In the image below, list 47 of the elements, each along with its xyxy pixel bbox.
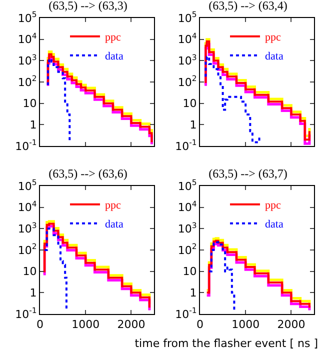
y-tick-label: 10 [182,265,197,278]
y-tick-label: 10$^{5}$ [18,178,37,193]
y-tick-label: 10$^{-1}$ [15,138,37,153]
y-tick-label: 10$^{5}$ [18,10,37,25]
chart-title: (63,5) --> (63,6) [48,166,128,180]
legend-label: ppc [105,32,121,44]
y-tick-label: 10$^{2}$ [178,242,197,257]
y-tick-label: 10$^{2}$ [178,74,197,89]
legend-label: data [265,218,284,231]
legend-label: data [105,50,124,63]
y-tick-label: 10$^{4}$ [178,32,197,46]
y-tick-label: 1 [190,286,197,300]
legend-label: ppc [105,200,121,212]
y-tick-label: 10 [22,265,37,278]
y-tick-label: 10 [182,97,197,110]
x-tick-label: 1000 [72,318,100,332]
chart-title: (63,5) --> (63,7) [208,166,288,180]
y-tick-label: 10$^{-1}$ [175,138,197,153]
y-tick-label: 1 [30,118,37,132]
legend-label: ppc [265,32,281,44]
y-tick-label: 10$^{5}$ [178,10,197,25]
y-tick-label: 10$^{3}$ [18,220,37,236]
legend-label: ppc [265,200,281,212]
y-tick-label: 10$^{3}$ [18,52,37,68]
x-tick-label: 0 [196,318,204,332]
y-tick-label: 10$^{3}$ [178,220,197,236]
y-tick-label: 1 [30,286,37,300]
x-tick-label: 2000 [277,318,306,332]
x-axis-title: time from the flasher event [ ns ] [134,337,318,350]
legend-label: data [265,50,284,63]
y-tick-label: 10 [22,97,37,110]
x-tick-label: 1000 [232,318,260,332]
y-tick-label: 10$^{3}$ [178,52,197,68]
y-tick-label: 10$^{4}$ [178,200,197,214]
x-tick-label: 2000 [117,318,146,332]
chart-title: (63,5) --> (63,4) [208,0,288,12]
chart-title: (63,5) --> (63,3) [48,0,128,12]
legend-label: data [105,218,124,231]
y-tick-label: 10$^{-1}$ [15,306,37,321]
y-tick-label: 10$^{-1}$ [175,306,197,321]
y-tick-label: 10$^{5}$ [178,178,197,193]
y-tick-label: 10$^{2}$ [18,74,37,89]
y-tick-label: 10$^{4}$ [18,32,37,46]
x-tick-label: 0 [36,318,44,332]
y-tick-label: 10$^{2}$ [18,242,37,257]
y-tick-label: 10$^{4}$ [18,200,37,214]
y-tick-label: 1 [190,118,197,132]
